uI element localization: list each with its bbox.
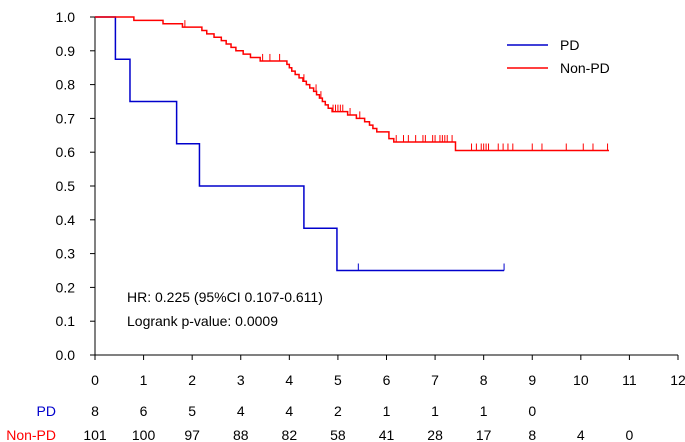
risk-count-pd: 8: [91, 403, 99, 419]
risk-count-pd: 4: [285, 403, 293, 419]
risk-count-non-pd: 4: [577, 427, 585, 442]
x-tick-label: 11: [622, 372, 637, 388]
legend-label-pd: PD: [560, 37, 579, 53]
series-layer: [95, 16, 610, 272]
series-line-pd: [95, 16, 505, 272]
y-tick-label: 0.7: [56, 110, 76, 126]
y-tick-label: 0.5: [56, 178, 76, 194]
annotations: HR: 0.225 (95%CI 0.107-0.611) Logrank p-…: [127, 289, 323, 329]
series-line-non-pd: [95, 16, 610, 152]
y-tick-label: 0.2: [56, 279, 76, 295]
x-tick-label: 9: [528, 372, 536, 388]
risk-count-pd: 4: [237, 403, 245, 419]
x-tick-label: 7: [431, 372, 439, 388]
risk-count-pd: 0: [528, 403, 536, 419]
risk-count-pd: 1: [480, 403, 488, 419]
risk-count-non-pd: 0: [626, 427, 634, 442]
risk-count-non-pd: 8: [528, 427, 536, 442]
y-tick-label: 0.1: [56, 313, 76, 329]
risk-count-pd: 6: [140, 403, 148, 419]
x-tick-label: 4: [285, 372, 293, 388]
risk-count-non-pd: 82: [282, 427, 298, 442]
x-ticks: 0 1 2 3 4 5 6 7 8 9 10 11 12: [91, 355, 685, 388]
legend-label-non-pd: Non-PD: [560, 60, 610, 76]
risk-count-pd: 1: [431, 403, 439, 419]
x-tick-label: 2: [188, 372, 196, 388]
risk-count-non-pd: 58: [330, 427, 346, 442]
risk-count-non-pd: 97: [184, 427, 200, 442]
risk-count-non-pd: 100: [132, 427, 156, 442]
x-tick-label: 5: [334, 372, 342, 388]
logrank-annotation: Logrank p-value: 0.0009: [127, 313, 278, 329]
hazard-ratio-annotation: HR: 0.225 (95%CI 0.107-0.611): [127, 289, 323, 305]
risk-count-non-pd: 17: [476, 427, 492, 442]
risk-count-non-pd: 101: [83, 427, 107, 442]
y-tick-label: 0.0: [56, 347, 76, 363]
y-tick-label: 0.6: [56, 144, 76, 160]
risk-table: PD 8 6 5 4 4 2 1 1 1 0 Non-PD 101 100 97 88 82 58 41 28 17 8 4…: [6, 403, 633, 442]
y-tick-label: 0.4: [56, 212, 76, 228]
risk-row-label-non-pd: Non-PD: [6, 427, 56, 442]
risk-count-pd: 5: [188, 403, 196, 419]
risk-count-non-pd: 41: [379, 427, 395, 442]
x-tick-label: 8: [480, 372, 488, 388]
x-tick-label: 1: [140, 372, 148, 388]
risk-count-non-pd: 28: [427, 427, 443, 442]
x-tick-label: 6: [383, 372, 391, 388]
risk-count-pd: 2: [334, 403, 342, 419]
legend: PD Non-PD: [507, 37, 610, 76]
risk-row-label-pd: PD: [37, 403, 56, 419]
risk-count-pd: 1: [383, 403, 391, 419]
y-tick-label: 1.0: [56, 9, 76, 25]
y-tick-label: 0.9: [56, 43, 76, 59]
x-tick-label: 0: [91, 372, 99, 388]
x-tick-label: 10: [573, 372, 589, 388]
x-tick-label: 12: [670, 372, 685, 388]
y-ticks: 0.0 0.1 0.2 0.3 0.4 0.5 0.6 0.7 0.8 0.9 1.0: [56, 9, 95, 363]
x-tick-label: 3: [237, 372, 245, 388]
risk-count-non-pd: 88: [233, 427, 249, 442]
y-tick-label: 0.8: [56, 77, 76, 93]
y-tick-label: 0.3: [56, 246, 76, 262]
